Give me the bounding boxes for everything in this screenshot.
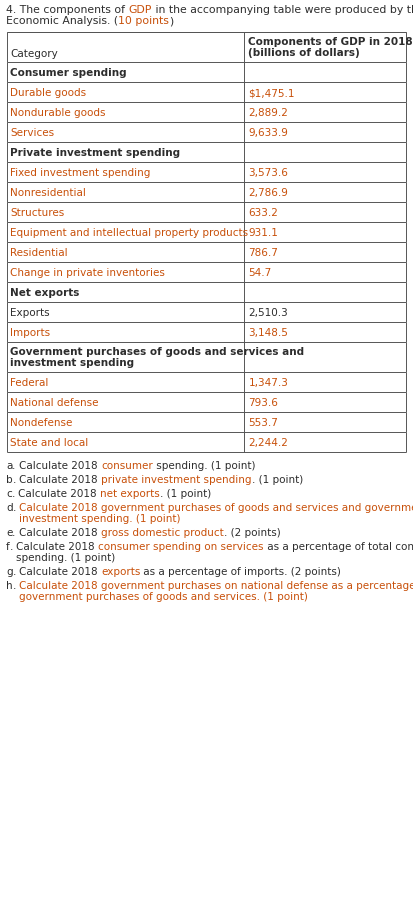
- Text: 10 points: 10 points: [118, 16, 169, 26]
- Text: .: .: [12, 460, 19, 470]
- Text: Equipment and intellectual property products: Equipment and intellectual property prod…: [10, 228, 247, 238]
- Text: Residential: Residential: [10, 248, 67, 258]
- Text: Structures: Structures: [10, 208, 64, 218]
- Text: Net exports: Net exports: [10, 288, 79, 298]
- Text: 2,244.2: 2,244.2: [248, 437, 287, 447]
- Text: .: .: [12, 488, 18, 498]
- Text: Calculate 2018 government purchases on national defense as a percentage of feder: Calculate 2018 government purchases on n…: [19, 580, 413, 590]
- Text: net exports: net exports: [100, 488, 159, 498]
- Text: c: c: [6, 488, 12, 498]
- Text: Change in private inventories: Change in private inventories: [10, 268, 164, 278]
- Text: ): ): [169, 16, 173, 26]
- Text: b: b: [6, 475, 12, 485]
- Text: Calculate 2018: Calculate 2018: [19, 460, 101, 470]
- Text: Calculate 2018 government purchases of goods and services and government: Calculate 2018 government purchases of g…: [19, 503, 413, 512]
- Text: (billions of dollars): (billions of dollars): [248, 48, 359, 58]
- Text: a: a: [6, 460, 12, 470]
- Text: Government purchases of goods and services and: Government purchases of goods and servic…: [10, 346, 304, 356]
- Text: .: .: [12, 527, 19, 537]
- Text: 2,889.2: 2,889.2: [248, 107, 287, 118]
- Text: in the accompanying table were produced by the Bureau of: in the accompanying table were produced …: [152, 5, 413, 15]
- Text: Calculate 2018: Calculate 2018: [19, 475, 101, 485]
- Text: exports: exports: [101, 567, 140, 577]
- Text: Components of GDP in 2018: Components of GDP in 2018: [248, 37, 412, 47]
- Text: consumer spending on services: consumer spending on services: [98, 541, 263, 551]
- Text: 931.1: 931.1: [248, 228, 278, 238]
- Text: .: .: [12, 567, 19, 577]
- Text: . (1 point): . (1 point): [159, 488, 211, 498]
- Text: Fixed investment spending: Fixed investment spending: [10, 168, 150, 178]
- Text: 1,347.3: 1,347.3: [248, 377, 287, 387]
- Text: 4. The components of: 4. The components of: [6, 5, 128, 15]
- Text: $1,475.1: $1,475.1: [248, 87, 294, 97]
- Text: National defense: National defense: [10, 397, 98, 407]
- Text: Imports: Imports: [10, 328, 50, 338]
- Text: .: .: [12, 475, 19, 485]
- Text: government purchases of goods and services. (1 point): government purchases of goods and servic…: [19, 591, 307, 601]
- Text: .: .: [12, 503, 19, 512]
- Text: Federal: Federal: [10, 377, 48, 387]
- Text: . (2 points): . (2 points): [223, 527, 280, 537]
- Text: Durable goods: Durable goods: [10, 87, 86, 97]
- Text: 553.7: 553.7: [248, 417, 278, 427]
- Text: d: d: [6, 503, 12, 512]
- Text: Services: Services: [10, 128, 54, 138]
- Text: investment spending: investment spending: [10, 358, 134, 368]
- Text: 3,148.5: 3,148.5: [248, 328, 287, 338]
- Text: 2,786.9: 2,786.9: [248, 188, 287, 198]
- Text: Calculate 2018: Calculate 2018: [19, 567, 101, 577]
- Text: 3,573.6: 3,573.6: [248, 168, 287, 178]
- Text: Nondefense: Nondefense: [10, 417, 72, 427]
- Text: Category: Category: [10, 49, 57, 59]
- Text: Exports: Exports: [10, 308, 50, 318]
- Text: 793.6: 793.6: [248, 397, 278, 407]
- Text: gross domestic product: gross domestic product: [101, 527, 223, 537]
- Text: State and local: State and local: [10, 437, 88, 447]
- Text: investment spending. (1 point): investment spending. (1 point): [19, 514, 180, 524]
- Text: Calculate 2018: Calculate 2018: [17, 541, 98, 551]
- Text: spending. (1 point): spending. (1 point): [152, 460, 254, 470]
- Text: GDP: GDP: [128, 5, 152, 15]
- Text: Nondurable goods: Nondurable goods: [10, 107, 105, 118]
- Text: .: .: [10, 541, 17, 551]
- Text: g: g: [6, 567, 12, 577]
- Text: 2,510.3: 2,510.3: [248, 308, 287, 318]
- Text: Private investment spending: Private investment spending: [10, 148, 180, 158]
- Text: Consumer spending: Consumer spending: [10, 68, 126, 78]
- Text: e: e: [6, 527, 12, 537]
- Text: 786.7: 786.7: [248, 248, 278, 258]
- Text: 633.2: 633.2: [248, 208, 278, 218]
- Text: spending. (1 point): spending. (1 point): [17, 552, 115, 562]
- Text: h: h: [6, 580, 12, 590]
- Text: Economic Analysis. (: Economic Analysis. (: [6, 16, 118, 26]
- Text: . (1 point): . (1 point): [251, 475, 302, 485]
- Text: f: f: [6, 541, 10, 551]
- Text: Calculate 2018: Calculate 2018: [19, 527, 101, 537]
- Text: 9,633.9: 9,633.9: [248, 128, 287, 138]
- Text: private investment spending: private investment spending: [101, 475, 251, 485]
- Text: .: .: [12, 580, 19, 590]
- Text: Calculate 2018: Calculate 2018: [18, 488, 100, 498]
- Text: as a percentage of imports. (2 points): as a percentage of imports. (2 points): [140, 567, 341, 577]
- Text: Nonresidential: Nonresidential: [10, 188, 85, 198]
- Text: consumer: consumer: [101, 460, 152, 470]
- Text: 54.7: 54.7: [248, 268, 271, 278]
- Text: as a percentage of total consumer: as a percentage of total consumer: [263, 541, 413, 551]
